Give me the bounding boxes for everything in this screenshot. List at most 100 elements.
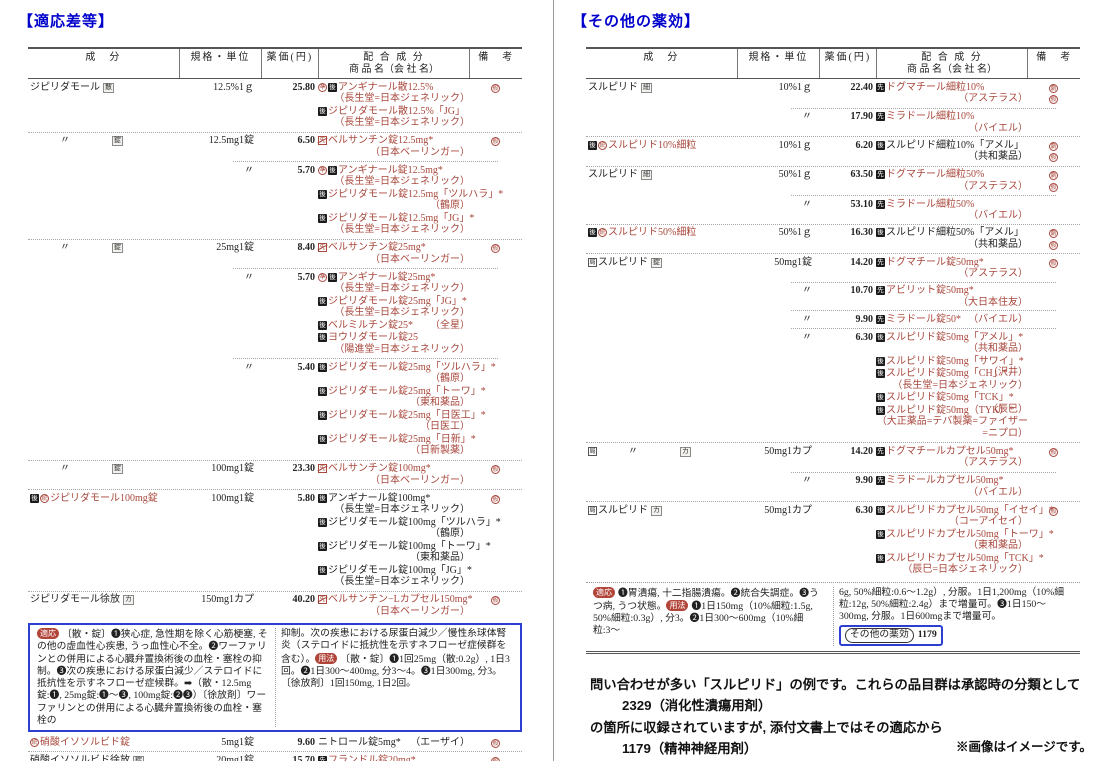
generic-mark-icon: 後: [876, 356, 885, 366]
generic-mark-icon: 後: [318, 541, 327, 551]
product-name-line: 後ジピリダモール錠25mg「トーワ」*: [318, 386, 486, 398]
product-entry: 後スルピリド細粒10%「アメル」 （共和薬品）: [876, 140, 1028, 163]
component-cell: [586, 314, 738, 327]
brand-mark-icon: 先: [876, 314, 885, 324]
brand-slashed-mark-icon: 先: [318, 464, 327, 473]
company-name: （コーアイセイ）: [948, 516, 1028, 527]
col-header-products: 配 合 成 分商 品 名（会 社 名）: [875, 49, 1028, 78]
table-row: 〃 5.40 後ジピリダモール錠25mg「ツルハラ」* （鶴原）後ジピリダモール錠25…: [28, 359, 522, 460]
component-name: スルピリド50%細粒: [608, 227, 697, 238]
row-separator: [586, 223, 1080, 225]
han-mark-icon: 般: [491, 596, 500, 605]
product-header-line2: 商 品 名（会 社 名）: [907, 63, 998, 75]
product-entry: 先ベルサンチン錠100mg* （日本ベーリンガー）: [318, 463, 470, 486]
product-name: スルピリド細粒50%「アメル」: [886, 227, 1024, 238]
product-name-line: 先フランドル錠20mg*: [318, 755, 470, 761]
company-name: （共和薬品）: [968, 151, 1028, 162]
remark-mark-wrap: 般: [470, 464, 522, 476]
spec-unit-cell: 50%1ｇ: [778, 169, 812, 180]
component-cell: 後統スルピリド10%細粒: [586, 140, 738, 164]
generic-mark-icon: 後: [876, 393, 885, 402]
products-cell: 後スルピリド細粒10%「アメル」 （共和薬品）: [876, 140, 1028, 164]
product-name: ジピリダモール錠25mg「JG」*: [328, 295, 467, 307]
remark-mark-wrap: 般: [1028, 152, 1080, 164]
product-entry: 先ドグマチール細粒10% （アステラス）: [876, 82, 1028, 104]
remarks-cell: [470, 165, 522, 237]
other-effect-code: 1179: [917, 629, 937, 641]
han-mark-icon: 般: [1049, 258, 1058, 268]
table-row: 局スルピリドカ 50mg1カプ 6.30 後スルピリドカプセル50mg「イセイ」* （コ…: [586, 502, 1080, 579]
han-mark-icon: 般: [1049, 182, 1058, 192]
usage-badge: 用法: [666, 599, 689, 611]
remark-mark-wrap: 般: [1028, 240, 1080, 252]
spec-unit-cell: 50mg1カプ: [764, 445, 812, 457]
products-cell: 先ベルサンチン錠12.5mg* （日本ベーリンガー）: [318, 135, 470, 159]
products-cell: 後ジピリダモール錠25mg「ツルハラ」* （鶴原）後ジピリダモール錠25mg「トー…: [318, 362, 496, 458]
price-cell: 53.10: [850, 198, 874, 210]
remark-mark-wrap: 般: [1028, 447, 1080, 459]
spec-unit-cell: 5mg1錠: [221, 736, 254, 748]
spec-unit-cell: 50%1ｇ: [778, 227, 812, 238]
product-name-line: 後ジピリダモール錠100mg「JG」*: [318, 565, 472, 577]
info-text-segment: 用法 〔散・錠〕❶1回25mg（散:0.2g）, 1日3回。❷1日300〜400m…: [281, 652, 510, 689]
company-name: （エーザイ）: [410, 736, 470, 748]
spec-unit-cell: 〃: [802, 285, 812, 296]
generic-mark-icon: 後: [318, 410, 327, 420]
product-entry: 後ジピリダモール錠25mg「日新」* （日新製薬）: [318, 434, 476, 457]
spec-unit-cell: 〃: [802, 475, 812, 486]
component-name: 〃: [60, 135, 70, 146]
remarks-cell: [1028, 285, 1080, 308]
component-cell: 〃錠: [28, 463, 180, 487]
component-cell: ジピリダモール散: [28, 82, 180, 130]
price-cell: 17.90: [850, 111, 874, 122]
explanation-line: 1179（精神神経用剤）: [622, 741, 758, 757]
products-cell: 後スルピリド錠50mg「アメル」* （共和薬品）後スルピリド錠50mg「サワイ」*…: [876, 332, 1028, 441]
component-name: スルピリド: [598, 504, 648, 516]
product-entry: 後ジピリダモール錠100mg「ツルハラ」* （鶴原）: [318, 517, 501, 540]
company-name: （長生堂=日本ジェネリック）: [334, 117, 470, 128]
price-cell: 5.70: [297, 164, 316, 176]
table-row: 〃 10.70 先アビリット錠50mg* （大日本住友）: [586, 283, 1080, 311]
products-cell: 後アンギナール錠100mg* （長生堂=日本ジェネリック）後ジピリダモール錠100…: [318, 493, 501, 589]
product-name-line: 後ジピリダモール散12.5%「JG」: [318, 106, 470, 118]
company-name: （陽進堂=日本ジェネリック）: [334, 343, 470, 355]
row-separator: [233, 268, 498, 269]
indication-usage-box: 適応 ❶胃潰瘍, 十二指腸潰瘍。❷統合失調症。❸うつ病, うつ状態。 用法 ❶1日15…: [586, 581, 1080, 654]
generic-mark-icon: 後: [876, 140, 885, 150]
product-entry: 後ベルミルチン錠25* （全星）: [318, 320, 470, 332]
col-header-spec-unit: 規格・単位: [736, 49, 819, 78]
brand-mark-icon: 先: [876, 257, 885, 267]
remark-mark-wrap: 般: [470, 243, 522, 255]
generic-mark-icon: 後: [318, 333, 327, 342]
left-drug-table: 成 分規格・単位 薬価(円) 配 合 成 分商 品 名（会 社 名）備 考ジピリダモ…: [28, 47, 522, 761]
component-cell: [28, 165, 180, 237]
product-entry: 後ジピリダモール錠25mg「JG」* （長生堂=日本ジェネリック）: [318, 296, 470, 319]
component-cell: 局スルピリド錠: [586, 257, 738, 280]
unified-name-mark-icon: 統: [40, 493, 49, 503]
product-entry: 後スルピリド錠50mg「サワイ」* （沢井）: [876, 356, 1028, 378]
product-name-line: 準後アンギナール散12.5%: [318, 82, 470, 94]
remark-mark-wrap: 般: [1028, 94, 1080, 106]
generic-mark-icon: 後: [328, 272, 337, 282]
product-name-line: 後スルピリドカプセル50mg「トーワ」*: [876, 529, 1054, 541]
product-entry: 後ジピリダモール錠12.5mg「JG」* （長生堂=日本ジェネリック）: [318, 213, 474, 236]
remark-mark-wrap: 般: [470, 738, 522, 750]
info-text: ❶1日150mg（10%細粒:1.5g, 50%細粒:0.3g）, 分3。❷1日…: [593, 600, 813, 637]
col-header-spec-unit: 規格・単位: [178, 49, 261, 78]
jp-pharmacopoeia-mark-icon: 局: [588, 505, 597, 515]
info-text-segment: 抑制。次の疾患における尿蛋白減少／慢性糸球体腎炎（ステロイドに抵抗性を示すネフロ…: [281, 628, 506, 665]
product-name: スルピリド細粒10%「アメル」: [886, 139, 1024, 151]
generic-mark-icon: 後: [876, 405, 885, 415]
row-separator: [233, 358, 498, 359]
component-name: 硝酸イソソルビド徐放: [30, 754, 130, 761]
product-entry: 後スルピリドカプセル50mg「イセイ」* （コーアイセイ）: [876, 505, 1054, 528]
spec-unit-cell: 12.5%1ｇ: [213, 81, 254, 93]
component-cell: 硝酸イソソルビド徐放錠: [28, 755, 180, 761]
component-name: 〃: [60, 242, 70, 253]
info-text: 6g, 50%細粒:0.6〜1.2g）, 分服。1日1,200mg（10%細粒:…: [839, 586, 1065, 623]
explanation-text: 問い合わせが多い「スルピリド」の例です。これらの品目群は承認時の分類として 232…: [590, 674, 1090, 761]
row-separator: [28, 459, 522, 461]
product-name: スルピリドカプセル50mg「TCK」*: [886, 552, 1044, 564]
